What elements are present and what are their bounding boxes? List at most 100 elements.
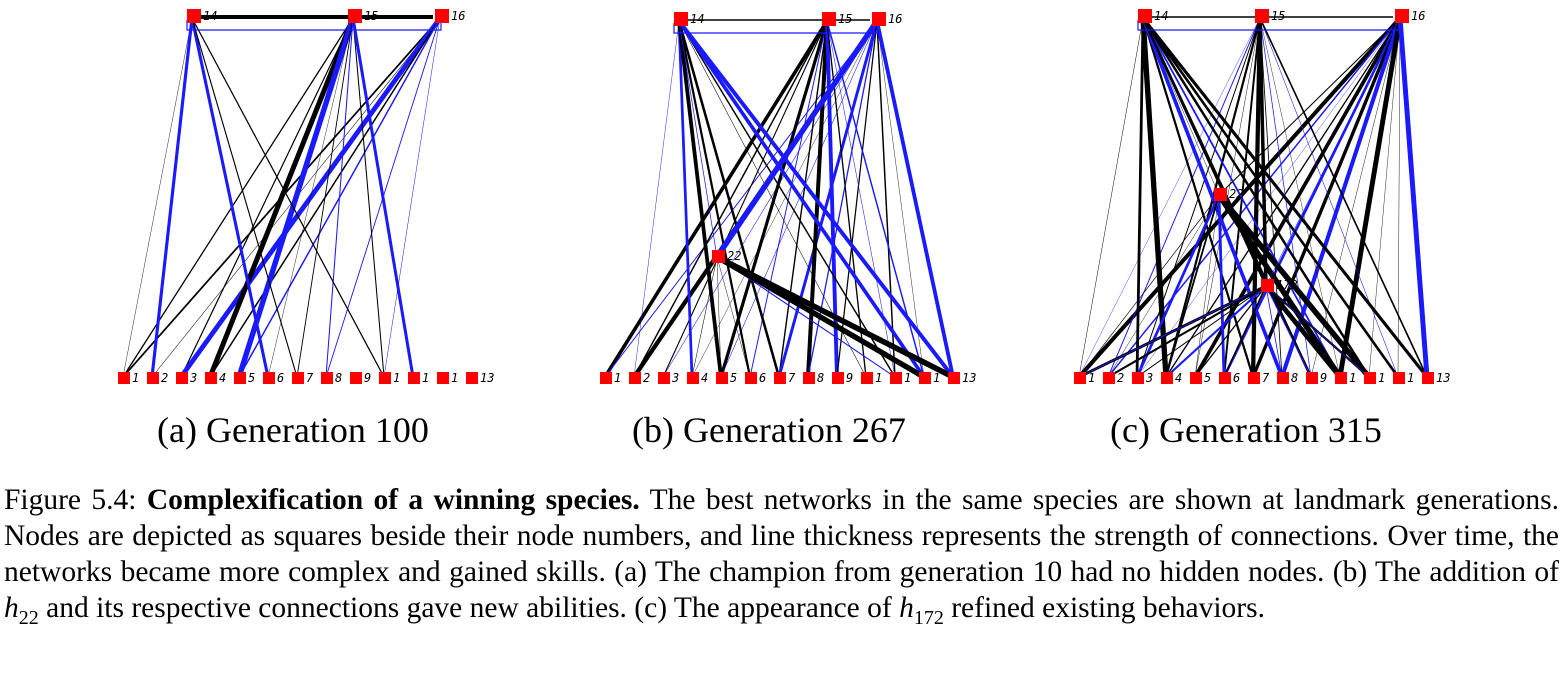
input-node (176, 372, 188, 384)
input-node-label: 8 (817, 371, 824, 385)
input-node (629, 372, 641, 384)
input-node-label: 1 (451, 371, 458, 385)
caption-text-1: The best networks in the same species ar… (4, 484, 1560, 588)
nodes: 1 2 3 4 5 6 7 8 9 1 1 1 13 14 15 16 22 172 (1074, 9, 1450, 385)
connection-line (677, 19, 781, 379)
input-node (466, 372, 478, 384)
connection-line (1259, 17, 1341, 378)
subcaption-a: (a) Generation 100 (157, 410, 429, 450)
input-node (687, 372, 699, 384)
input-node-label: 2 (161, 371, 168, 385)
input-node (379, 372, 391, 384)
math-h22: h22 (4, 592, 39, 629)
input-node-label: 6 (1233, 371, 1240, 385)
input-node-label: 5 (1204, 371, 1211, 385)
input-node (803, 372, 815, 384)
input-node (919, 372, 931, 384)
connection-line (190, 16, 270, 379)
input-node-label: 1 (132, 371, 139, 385)
connection-line (1165, 194, 1220, 378)
connection-line (677, 19, 752, 379)
connection-line (1397, 15, 1430, 380)
input-node (658, 372, 670, 384)
connection-line (777, 19, 879, 379)
network-diagram-b: 1 2 3 4 5 6 7 8 9 1 1 1 13 14 15 16 22 (600, 12, 976, 385)
caption-text-3: refined existing behaviors. (951, 592, 1265, 624)
connection-line (352, 17, 385, 378)
output-node (1138, 9, 1152, 23)
connection-line (1078, 17, 1261, 378)
output-node-label: 16 (888, 12, 902, 26)
input-node (234, 372, 246, 384)
connection-lines (603, 17, 956, 380)
network-panel-c: 1 2 3 4 5 6 7 8 9 1 1 1 13 14 15 16 22 172 (1065, 0, 1485, 400)
nodes: 1 2 3 4 5 6 7 8 9 1 1 1 13 14 15 16 (118, 9, 494, 385)
output-node-label: 16 (1411, 9, 1425, 23)
connection-line (1265, 285, 1370, 378)
input-node (1074, 372, 1086, 384)
connection-line (716, 256, 751, 378)
output-node-label: 14 (203, 9, 217, 23)
figure-label: Figure 5.4: (4, 484, 137, 516)
input-node-label: 7 (306, 371, 314, 385)
output-node-label: 15 (1271, 9, 1285, 23)
input-node (350, 372, 362, 384)
connection-line (1077, 16, 1402, 379)
input-node-label: 5 (248, 371, 255, 385)
connection-line (1265, 17, 1401, 287)
input-node (1161, 372, 1173, 384)
connection-line (1107, 194, 1220, 378)
connection-line (1141, 16, 1268, 288)
connection-line (180, 17, 354, 378)
connection-line (678, 20, 896, 378)
hidden-node-label: 22 (727, 249, 741, 263)
connection-line (677, 19, 955, 379)
connection-line (325, 17, 354, 378)
connection-line (1141, 16, 1255, 379)
connection-line (1141, 16, 1284, 379)
input-node (1277, 372, 1289, 384)
input-node (1422, 372, 1434, 384)
output-node (348, 9, 362, 23)
input-node-label: 1 (933, 371, 940, 385)
math-h172: h172 (899, 592, 944, 629)
input-node (745, 372, 757, 384)
connection-line (296, 17, 354, 378)
connection-lines (122, 14, 443, 380)
output-node-label: 15 (364, 9, 378, 23)
connection-line (1397, 17, 1401, 378)
input-node (948, 372, 960, 384)
input-node (1248, 372, 1260, 384)
input-node-label: 1 (422, 371, 429, 385)
connection-line (691, 20, 878, 378)
connection-line (714, 254, 927, 380)
input-node (1103, 372, 1115, 384)
input-node-label: 1 (1088, 371, 1095, 385)
output-node-label: 14 (690, 12, 704, 26)
connection-line (1107, 17, 1261, 378)
connection-line (678, 20, 718, 258)
input-node-label: 1 (1407, 371, 1414, 385)
input-node (1132, 372, 1144, 384)
input-node (774, 372, 786, 384)
connection-line (1141, 16, 1429, 379)
connection-line (191, 17, 298, 378)
input-node (890, 372, 902, 384)
connection-line (1078, 194, 1220, 378)
input-node-label: 13 (1436, 371, 1450, 385)
hidden-node-label: 172 (1276, 278, 1298, 292)
output-node (822, 12, 836, 26)
input-node (600, 372, 612, 384)
connection-line (1223, 285, 1267, 378)
subcaption-c: (c) Generation 315 (1110, 410, 1382, 450)
input-node-label: 2 (1117, 371, 1124, 385)
connection-line (720, 20, 878, 378)
connection-line (836, 20, 878, 378)
hidden-node (712, 250, 725, 263)
output-node-label: 14 (1154, 9, 1168, 23)
input-node-label: 4 (1175, 371, 1182, 385)
connection-line (1141, 16, 1371, 379)
hidden-node-label: 22 (1229, 187, 1243, 201)
connection-line (876, 20, 896, 378)
input-node (205, 372, 217, 384)
